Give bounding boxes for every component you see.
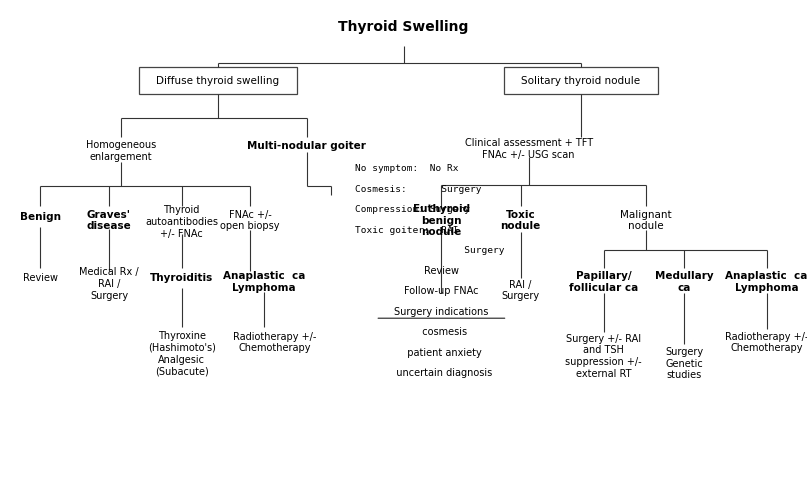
Text: Thyroid
autoantibodies
+/- FNAc: Thyroid autoantibodies +/- FNAc <box>145 205 218 239</box>
Text: cosmesis: cosmesis <box>416 327 467 337</box>
Text: Follow-up FNAc: Follow-up FNAc <box>404 286 479 296</box>
Text: Surgery +/- RAI
and TSH
suppression +/-
external RT: Surgery +/- RAI and TSH suppression +/- … <box>566 334 642 379</box>
Text: Surgery indications: Surgery indications <box>395 307 488 317</box>
Text: Graves'
disease: Graves' disease <box>86 210 132 231</box>
Text: Medullary
ca: Medullary ca <box>655 271 713 293</box>
Text: Malignant
nodule: Malignant nodule <box>620 210 671 231</box>
Text: Toxic goiter:  RAI: Toxic goiter: RAI <box>355 226 458 235</box>
Text: Radiotherapy +/-
Chemotherapy: Radiotherapy +/- Chemotherapy <box>232 332 316 353</box>
Text: Review: Review <box>23 273 58 283</box>
Text: Papillary/
follicular ca: Papillary/ follicular ca <box>569 271 638 293</box>
Text: Clinical assessment + TFT
FNAc +/- USG scan: Clinical assessment + TFT FNAc +/- USG s… <box>465 138 592 160</box>
Text: Compression: Surgery: Compression: Surgery <box>355 205 470 214</box>
Text: Surgery
Genetic
studies: Surgery Genetic studies <box>665 347 704 380</box>
Text: patient anxiety: patient anxiety <box>401 348 482 358</box>
Text: Thyroid Swelling: Thyroid Swelling <box>338 20 469 34</box>
FancyBboxPatch shape <box>140 67 297 94</box>
Text: Homogeneous
enlargement: Homogeneous enlargement <box>86 141 157 162</box>
Text: Anaplastic  ca
Lymphoma: Anaplastic ca Lymphoma <box>223 271 305 293</box>
Text: Toxic
nodule: Toxic nodule <box>500 210 541 231</box>
Text: Thyroiditis: Thyroiditis <box>150 273 213 283</box>
Text: Anaplastic  ca
Lymphoma: Anaplastic ca Lymphoma <box>725 271 807 293</box>
Text: Medical Rx /
RAI /
Surgery: Medical Rx / RAI / Surgery <box>79 267 139 301</box>
Text: RAI /
Surgery: RAI / Surgery <box>501 280 540 301</box>
FancyBboxPatch shape <box>504 67 658 94</box>
Text: Benign: Benign <box>20 212 61 222</box>
Text: Solitary thyroid nodule: Solitary thyroid nodule <box>521 76 641 85</box>
Text: Diffuse thyroid swelling: Diffuse thyroid swelling <box>157 76 279 85</box>
Text: FNAc +/-
open biopsy: FNAc +/- open biopsy <box>220 210 280 231</box>
Text: Thyroxine
(Hashimoto's)
Analgesic
(Subacute): Thyroxine (Hashimoto's) Analgesic (Subac… <box>148 331 215 376</box>
Text: Multi-nodular goiter: Multi-nodular goiter <box>247 142 366 151</box>
Text: Surgery: Surgery <box>355 246 504 255</box>
Text: Review: Review <box>424 266 459 276</box>
Text: Radiotherapy +/-
Chemotherapy: Radiotherapy +/- Chemotherapy <box>725 332 807 353</box>
Text: uncertain diagnosis: uncertain diagnosis <box>391 368 492 378</box>
Text: No symptom:  No Rx: No symptom: No Rx <box>355 164 458 173</box>
Text: Cosmesis:      Surgery: Cosmesis: Surgery <box>355 185 482 194</box>
Text: Euthyroid
benign
nodule: Euthyroid benign nodule <box>413 204 470 237</box>
